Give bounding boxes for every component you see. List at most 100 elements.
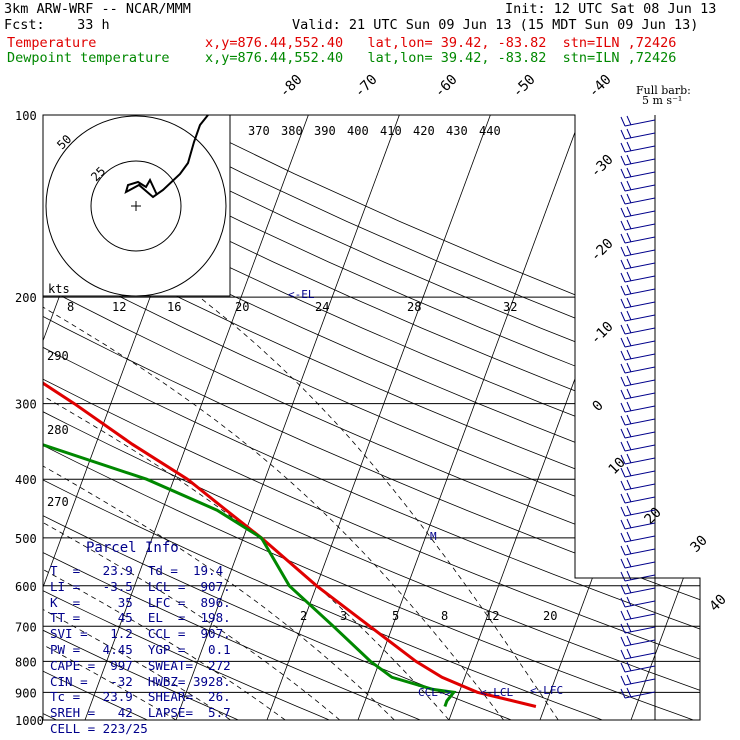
parcel-info-row: K = 35 LFC = 896. — [50, 594, 231, 610]
wind-barb — [620, 297, 656, 309]
dry-adiabat — [43, 115, 694, 720]
wind-barb — [620, 453, 656, 465]
mixing-ratio-label-3: 3 — [340, 609, 347, 623]
hodograph-trace — [124, 114, 209, 199]
moist-adiabat — [43, 296, 395, 720]
moist-adiabat — [43, 296, 286, 720]
hodograph-scale-label-32: 32 — [503, 300, 517, 314]
wind-barb — [620, 206, 656, 218]
wind-barb — [620, 635, 656, 647]
parcel-info-row: Tc = 23.9 SHEAR= 26. — [50, 689, 231, 705]
parcel-info-row: T = 23.9 Td = 19.4 — [50, 563, 224, 578]
init-time: Init: 12 UTC Sat 08 Jun 13 — [505, 1, 717, 17]
isotherm — [539, 115, 700, 720]
temperature-location-info: x,y=876.44,552.40 lat,lon= 39.42, -83.82… — [205, 35, 677, 51]
wind-barb — [620, 362, 656, 374]
side-label-280: 280 — [47, 423, 69, 437]
isotherm-label--40: -40 — [586, 72, 615, 101]
pressure-label-200: 200 — [15, 291, 37, 305]
wind-barb — [620, 440, 656, 452]
moist-adiabat — [199, 296, 559, 720]
hodograph-scale-label-24: 24 — [315, 300, 329, 314]
isotherm-label--20: -20 — [588, 236, 617, 265]
hodograph-scale-label-28: 28 — [407, 300, 421, 314]
wind-barb — [620, 466, 656, 478]
mixing-ratio-label-12: 12 — [485, 609, 499, 623]
pressure-label-500: 500 — [15, 532, 37, 546]
dry-adiabat — [43, 115, 700, 720]
ccl-marker: CCL-> — [418, 686, 451, 699]
pressure-label-800: 800 — [15, 655, 37, 669]
theta-label-370: 370 — [248, 124, 270, 138]
m-marker: M — [430, 530, 437, 543]
isotherm-label-0: 0 — [590, 398, 607, 415]
dry-adiabat — [43, 115, 700, 720]
hodograph-scale-label-16: 16 — [167, 300, 181, 314]
wind-barb — [620, 596, 656, 608]
isotherm-label-30: 30 — [688, 533, 711, 556]
isotherm-label--60: -60 — [432, 72, 461, 101]
valid-time: Valid: 21 UTC Sun 09 Jun 13 (15 MDT Sun … — [292, 17, 699, 33]
wind-barb — [620, 336, 656, 348]
isotherm-label-10: 10 — [606, 455, 629, 478]
dry-adiabat — [43, 115, 700, 720]
hodograph-scale-label-20: 20 — [235, 300, 249, 314]
wind-barb — [620, 479, 656, 491]
wind-barb — [620, 544, 656, 556]
wind-barb — [620, 323, 656, 335]
wind-barb — [620, 375, 656, 387]
dry-adiabat — [43, 115, 700, 720]
hodograph-scale-label-12: 12 — [112, 300, 126, 314]
parcel-info-row: CIN = -32 HWBZ= 3928. — [50, 673, 231, 689]
wind-barb — [620, 661, 656, 673]
wind-barb — [620, 518, 656, 530]
wind-barb — [620, 167, 656, 179]
pressure-label-700: 700 — [15, 620, 37, 634]
side-label-290: 290 — [47, 349, 69, 363]
theta-label-400: 400 — [347, 124, 369, 138]
wind-barb — [620, 401, 656, 413]
dry-adiabat — [43, 115, 239, 720]
parcel-info-row: LI = -3.5 LCL = 907. — [50, 578, 231, 594]
isotherm-label--70: -70 — [352, 72, 381, 101]
dry-adiabat — [43, 115, 700, 720]
pressure-label-300: 300 — [15, 398, 37, 412]
wind-barb — [620, 128, 656, 140]
wind-barb — [620, 414, 656, 426]
mixing-ratio-label-5: 5 — [392, 609, 399, 623]
wind-barb — [620, 531, 656, 543]
wind-barb — [620, 609, 656, 621]
side-label-270: 270 — [47, 495, 69, 509]
isotherm-label--80: -80 — [277, 72, 306, 101]
isotherm — [357, 115, 582, 720]
wind-barb — [620, 427, 656, 439]
pressure-label-100: 100 — [15, 109, 37, 123]
isotherm-label-20: 20 — [642, 505, 665, 528]
parcel-info-row: SVI = 1.2 CCL = 907. — [50, 626, 231, 642]
isotherm-label--10: -10 — [588, 319, 617, 348]
dry-adiabat — [43, 115, 700, 720]
parcel-info-row: CELL = 223/25 — [50, 721, 148, 736]
wind-barb — [620, 193, 656, 205]
isotherm — [175, 115, 400, 720]
wind-barb — [620, 622, 656, 634]
hodograph-scale-label-8: 8 — [67, 300, 74, 314]
barb-legend-line2: 5 m s⁻¹ — [642, 94, 682, 107]
parcel-info-row: TT = 45 EL = 198. — [50, 610, 231, 626]
wind-barb — [620, 349, 656, 361]
dry-adiabat — [43, 115, 330, 720]
dry-adiabat — [43, 115, 148, 720]
dry-adiabat — [43, 115, 700, 720]
theta-label-390: 390 — [314, 124, 336, 138]
wind-barb — [620, 115, 656, 127]
wind-barb — [620, 180, 656, 192]
isotherm-label--30: -30 — [588, 152, 617, 181]
wind-barb — [620, 154, 656, 166]
wind-barb — [620, 687, 656, 699]
dry-adiabat — [43, 115, 512, 720]
isotherm-label--50: -50 — [510, 72, 539, 101]
wind-barb — [620, 258, 656, 270]
wind-barb — [620, 583, 656, 595]
temperature-legend-label: Temperature — [7, 35, 97, 51]
